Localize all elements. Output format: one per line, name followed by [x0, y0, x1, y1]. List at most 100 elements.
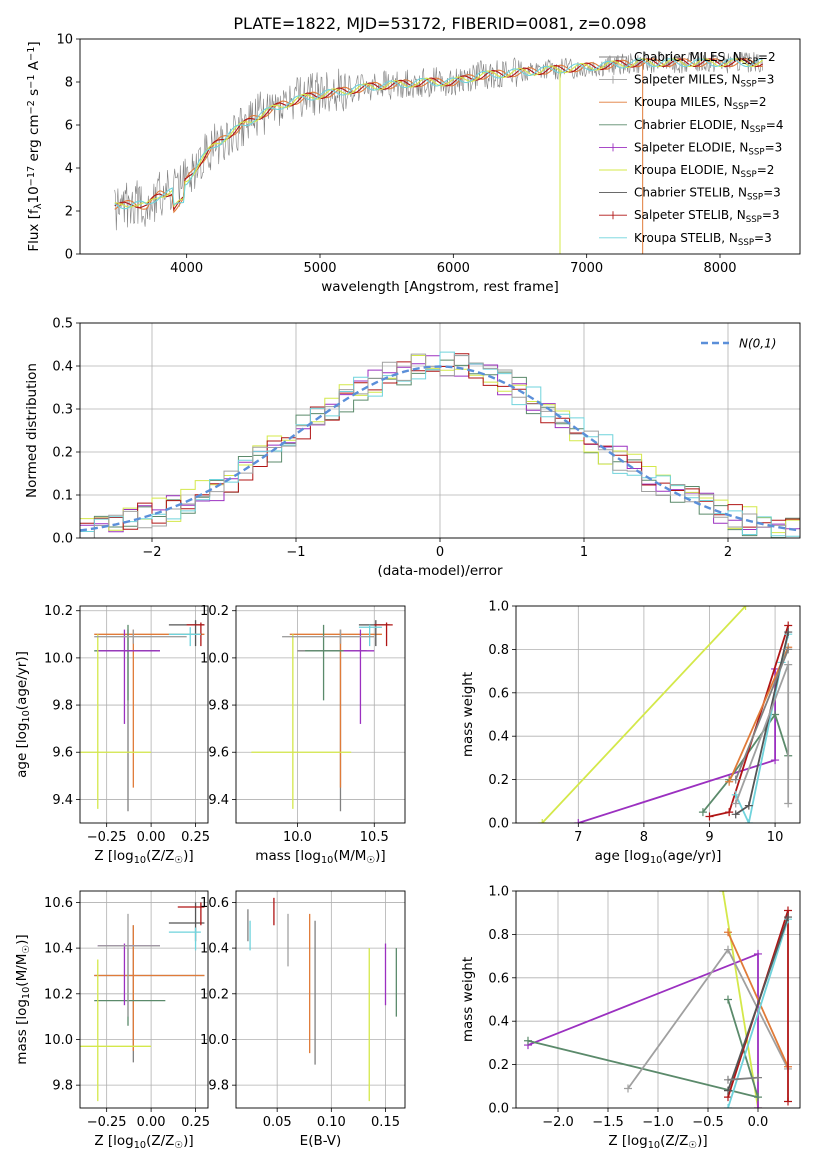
- y-tick-label: 2: [65, 205, 73, 220]
- subscript: ☉: [688, 1140, 697, 1151]
- weight-point-marker: [538, 819, 547, 823]
- y-tick-label: 10.6: [44, 896, 73, 911]
- y-axis-label: mass [log10(M/M☉)]: [14, 934, 32, 1064]
- text-part: =3: [763, 186, 781, 200]
- subscript: 10: [21, 987, 32, 999]
- x-tick-label: 0.00: [137, 1115, 166, 1130]
- weight-point-marker: [698, 808, 707, 817]
- weight-line-2: [727, 931, 789, 1068]
- text-part: (Z/Z: [660, 1133, 688, 1149]
- legend-label: Salpeter STELIB, NSSP=3: [634, 208, 780, 225]
- axes-frame: [79, 38, 801, 255]
- chart-spectrum: 4000 5000 6000 7000 8000 0 2 4 6 8 10 wavelength [A…: [26, 33, 801, 295]
- x-tick-label: −1.5: [592, 1115, 624, 1130]
- y-tick-label: 10.2: [200, 987, 229, 1002]
- subscript: 10: [648, 1140, 660, 1151]
- plot-area: [80, 351, 800, 538]
- legend-label: N(0,1): [739, 337, 776, 351]
- weight-point-marker: [744, 801, 753, 810]
- y-axis-label: Flux [fλ10−17 erg cm−2 s−1 A−1]: [26, 41, 44, 251]
- x-tick-label: 10: [767, 830, 784, 845]
- weight-line-5: [722, 891, 759, 1108]
- text-part: Salpeter ELODIE, N: [634, 140, 748, 154]
- x-axis-label: Z [log10(Z/Z☉)]: [94, 1133, 193, 1151]
- subscript: SSP: [746, 215, 762, 225]
- text-part: (M/M: [333, 848, 366, 864]
- chart-mass_vs_ebv: 0.05 0.10 0.15 9.8 10.0 10.2 10.4 10.6 E(B-V): [200, 890, 406, 1149]
- weight-point-marker: [784, 913, 792, 922]
- x-axis-label: Z [log10(Z/Z☉)]: [608, 1133, 707, 1151]
- weight-point-marker: [784, 628, 793, 637]
- weight-point-marker: [784, 1097, 792, 1106]
- y-tick-label: 10.0: [200, 1033, 229, 1048]
- weight-point-marker: [724, 1075, 732, 1084]
- y-tick-label: 10.0: [44, 651, 73, 666]
- text-part: s: [26, 89, 42, 100]
- weight-line-8: [727, 918, 789, 1108]
- x-tick-label: −0.25: [87, 1115, 127, 1130]
- x-tick-label: −0.25: [87, 830, 127, 845]
- plot-area: [80, 620, 205, 812]
- y-tick-label: 10.2: [44, 604, 73, 619]
- superscript: −2: [26, 100, 37, 114]
- text-part: wavelength [Angstrom, rest frame]: [321, 279, 559, 295]
- subscript: SSP: [750, 124, 766, 134]
- weight-line-4: [527, 952, 759, 1108]
- weight-point-marker: [754, 949, 762, 958]
- y-tick-label: 0.4: [52, 360, 73, 375]
- subscript: SSP: [742, 57, 758, 67]
- text-part: )]: [697, 1133, 708, 1149]
- figure-title: PLATE=1822, MJD=53172, FIBERID=0081, z=0…: [233, 14, 646, 33]
- weight-line-6: [727, 916, 789, 1091]
- superscript: −17: [26, 166, 37, 187]
- weight-point-marker: [719, 891, 727, 895]
- text-part: )]: [375, 848, 386, 864]
- plot-area: [80, 902, 205, 1102]
- x-tick-label: −1: [286, 545, 305, 560]
- y-tick-label: 0.8: [488, 928, 509, 943]
- subscript: 10: [321, 855, 333, 866]
- residuals-legend: N(0,1): [701, 337, 776, 351]
- spectrum-model-2: [114, 58, 763, 214]
- y-tick-label: 10.2: [200, 604, 229, 619]
- y-tick-label: 9.8: [208, 1079, 229, 1094]
- y-axis-label: mass weight: [460, 672, 476, 757]
- y-axis-label: age [log10(age/yr)]: [14, 651, 32, 778]
- x-tick-label: 7000: [570, 261, 603, 276]
- legend-label: Kroupa MILES, NSSP=2: [634, 95, 767, 112]
- weight-line-1: [734, 664, 790, 804]
- x-tick-label: 9: [705, 830, 713, 845]
- text-part: =3: [754, 231, 772, 245]
- subscript: 10: [134, 1140, 146, 1151]
- chart-mass_vs_Z: −0.25 0.00 0.259.810.010.210.410.6Z [log10…: [14, 890, 210, 1151]
- legend-label: Salpeter ELODIE, NSSP=3: [634, 140, 782, 157]
- y-tick-label: 9.8: [52, 699, 73, 714]
- legend-label: Kroupa STELIB, NSSP=3: [634, 231, 772, 248]
- weight-line-6: [735, 631, 790, 816]
- weight-point-marker: [744, 819, 753, 823]
- spectrum-data-line: [114, 51, 763, 231]
- x-tick-label: 10.5: [360, 830, 389, 845]
- text-part: =2: [757, 163, 775, 177]
- gaussian-reference-line: [80, 365, 800, 532]
- superscript: −1: [26, 74, 37, 88]
- text-part: )]: [183, 848, 194, 864]
- chart-age_vs_Z: −0.25 0.00 0.259.49.69.810.010.2Z [log10(Z…: [14, 604, 210, 866]
- text-part: Z [log: [94, 1133, 133, 1149]
- axes-frame: [79, 322, 801, 539]
- x-tick-label: 10.0: [283, 830, 312, 845]
- weight-point-marker: [724, 1104, 732, 1108]
- x-tick-label: 1: [580, 545, 588, 560]
- weight-point-marker: [524, 1036, 532, 1045]
- y-tick-label: 1.0: [488, 885, 509, 900]
- y-tick-label: 4: [65, 162, 73, 177]
- axes-frame: [79, 605, 209, 824]
- legend-label: Salpeter MILES, NSSP=3: [634, 73, 774, 90]
- y-tick-label: 9.8: [52, 1079, 73, 1094]
- weight-point-marker: [724, 945, 732, 954]
- y-tick-label: 10.4: [200, 942, 229, 957]
- plot-area: [247, 897, 397, 1102]
- plot-area: [251, 620, 393, 812]
- text-part: (Z/Z: [146, 848, 174, 864]
